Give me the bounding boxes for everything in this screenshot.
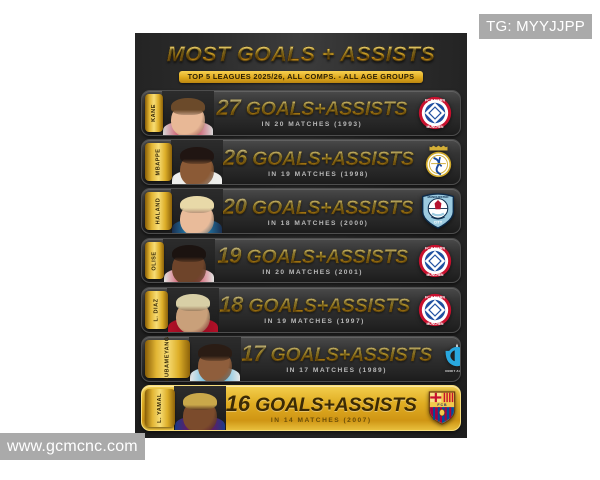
- player-name-label: L. YAMAL: [156, 393, 163, 424]
- ranking-row[interactable]: MBAPPE 26 GOALS+ASSISTS IN 19 MATCHES (1…: [141, 139, 461, 185]
- stat-unit: GOALS+ASSISTS: [246, 246, 409, 269]
- stat-headline: 27 GOALS+ASSISTS: [214, 97, 410, 120]
- player-stat: 26 GOALS+ASSISTS IN 19 MATCHES (1998): [222, 144, 418, 178]
- stat-headline: 20 GOALS+ASSISTS: [222, 193, 414, 219]
- stat-unit: GOALS+ASSISTS: [248, 295, 410, 318]
- player-hair: [198, 343, 233, 361]
- stat-value: 18: [219, 292, 244, 318]
- player-hair: [182, 392, 217, 410]
- player-stat: 18 GOALS+ASSISTS IN 19 MATCHES (1997): [219, 294, 414, 326]
- stat-subtext: IN 20 MATCHES (2001): [262, 269, 363, 277]
- svg-text:FC BAYERN: FC BAYERN: [425, 98, 445, 102]
- stat-value: 17: [241, 341, 266, 367]
- watermark-bottom-left: www.gcmcnc.com: [0, 433, 145, 460]
- poster-header: MOST GOALS + ASSISTS TOP 5 LEAGUES 2025/…: [141, 39, 461, 88]
- stat-value: 16: [225, 390, 250, 416]
- manchester-city-badge-icon[interactable]: MANCHESTER CITY: [417, 192, 459, 230]
- ranking-list: KANE 27 GOALS+ASSISTS IN 20 MATCHES (199…: [141, 88, 461, 432]
- svg-text:CITY: CITY: [434, 221, 443, 225]
- player-stat: 19 GOALS+ASSISTS IN 20 MATCHES (2001): [215, 243, 414, 277]
- player-name-label: HALAND: [155, 197, 162, 225]
- player-hair: [176, 294, 211, 312]
- stat-subtext: IN 20 MATCHES (1993): [261, 121, 363, 129]
- stat-subtext: IN 14 MATCHES (2007): [270, 416, 372, 424]
- player-stat: 17 GOALS+ASSISTS IN 17 MATCHES (1989): [241, 343, 436, 375]
- svg-text:DROIT AU BUT: DROIT AU BUT: [445, 369, 461, 373]
- stat-subtext: IN 18 MATCHES (2000): [267, 219, 369, 227]
- svg-text:FC BAYERN: FC BAYERN: [425, 246, 445, 250]
- ranking-row[interactable]: L. YAMAL 16 GOALS+ASSISTS IN 14 MATCHES …: [141, 385, 461, 432]
- player-name-label: OLISE: [151, 250, 158, 271]
- stat-unit: GOALS+ASSISTS: [251, 196, 414, 219]
- stat-unit: GOALS+ASSISTS: [270, 344, 433, 367]
- svg-text:FC BAYERN: FC BAYERN: [425, 295, 445, 299]
- ranking-row[interactable]: L. DIAZ 18 GOALS+ASSISTS IN 19 MATCHES (…: [141, 286, 461, 333]
- svg-text:MÜNCHEN: MÜNCHEN: [427, 272, 444, 276]
- player-name-tab: L. YAMAL: [145, 389, 175, 428]
- stat-headline: 18 GOALS+ASSISTS: [219, 294, 410, 317]
- player-stat: 16 GOALS+ASSISTS IN 14 MATCHES (2007): [225, 390, 421, 424]
- stat-unit: GOALS+ASSISTS: [245, 98, 408, 121]
- stat-unit: GOALS+ASSISTS: [255, 393, 417, 416]
- player-hair: [172, 245, 207, 263]
- svg-text:MANCHESTER: MANCHESTER: [428, 196, 450, 200]
- player-name-label: MBAPPE: [155, 148, 162, 176]
- player-name-label: L. DIAZ: [153, 298, 160, 322]
- poster-subtitle-banner: TOP 5 LEAGUES 2025/26, ALL COMPS. - ALL …: [178, 70, 424, 83]
- player-stat: 27 GOALS+ASSISTS IN 20 MATCHES (1993): [214, 97, 414, 129]
- player-photo: [189, 337, 242, 381]
- stat-value: 26: [222, 144, 248, 170]
- stat-unit: GOALS+ASSISTS: [252, 147, 414, 170]
- barcelona-badge-icon[interactable]: F C B: [421, 389, 460, 427]
- ranking-row[interactable]: OLISE 19 GOALS+ASSISTS IN 20 MATCHES (20…: [141, 237, 461, 284]
- player-photo: [173, 386, 226, 431]
- stat-headline: 19 GOALS+ASSISTS: [215, 243, 410, 269]
- stat-value: 20: [222, 193, 247, 219]
- player-photo: [170, 140, 223, 184]
- player-hair: [179, 196, 214, 214]
- player-name-tab: OLISE: [145, 241, 165, 280]
- svg-text:F C B: F C B: [437, 403, 447, 407]
- player-name-label: AUBAMEYANG: [164, 336, 171, 382]
- player-photo: [163, 238, 216, 283]
- stat-value: 19: [217, 243, 242, 269]
- stat-headline: 16 GOALS+ASSISTS: [225, 390, 417, 416]
- ranking-row[interactable]: HALAND 20 GOALS+ASSISTS IN 18 MATCHES (2…: [141, 188, 461, 235]
- svg-text:MÜNCHEN: MÜNCHEN: [427, 322, 444, 326]
- infographic-poster: MOST GOALS + ASSISTS TOP 5 LEAGUES 2025/…: [135, 33, 467, 438]
- stat-subtext: IN 19 MATCHES (1998): [268, 170, 369, 178]
- svg-text:MÜNCHEN: MÜNCHEN: [427, 125, 444, 129]
- poster-subtitle: TOP 5 LEAGUES 2025/26, ALL COMPS. - ALL …: [187, 72, 415, 81]
- player-hair: [179, 146, 214, 164]
- player-photo: [167, 287, 220, 332]
- player-stat: 20 GOALS+ASSISTS IN 18 MATCHES (2000): [222, 193, 418, 227]
- bayern-munich-badge-icon[interactable]: FC BAYERN MÜNCHEN: [414, 242, 456, 280]
- bayern-munich-badge-icon[interactable]: FC BAYERN MÜNCHEN: [414, 94, 456, 132]
- stat-subtext: IN 17 MATCHES (1989): [286, 367, 387, 375]
- player-name-tab: KANE: [145, 94, 163, 132]
- page-title: MOST GOALS + ASSISTS: [141, 42, 461, 66]
- marseille-badge-icon[interactable]: DROIT AU BUT: [436, 340, 461, 378]
- stat-headline: 17 GOALS+ASSISTS: [241, 343, 432, 366]
- player-name-tab: L. DIAZ: [145, 290, 169, 329]
- player-hair: [170, 97, 205, 115]
- player-photo: [170, 189, 223, 234]
- player-name-tab: AUBAMEYANG: [145, 337, 191, 381]
- player-name-label: KANE: [150, 103, 157, 122]
- ranking-row[interactable]: AUBAMEYANG 17 GOALS+ASSISTS IN 17 MATCHE…: [141, 336, 461, 382]
- player-name-tab: MBAPPE: [145, 143, 172, 181]
- stat-value: 27: [216, 95, 241, 121]
- real-madrid-badge-icon[interactable]: [418, 143, 460, 181]
- watermark-top-right: TG: MYYJJPP: [479, 14, 592, 39]
- player-photo: [161, 91, 214, 135]
- bayern-munich-badge-icon[interactable]: FC BAYERN MÜNCHEN: [414, 291, 456, 329]
- ranking-row[interactable]: KANE 27 GOALS+ASSISTS IN 20 MATCHES (199…: [141, 90, 461, 136]
- player-name-tab: HALAND: [145, 192, 172, 231]
- stat-headline: 26 GOALS+ASSISTS: [222, 144, 414, 170]
- stat-subtext: IN 19 MATCHES (1997): [264, 318, 365, 326]
